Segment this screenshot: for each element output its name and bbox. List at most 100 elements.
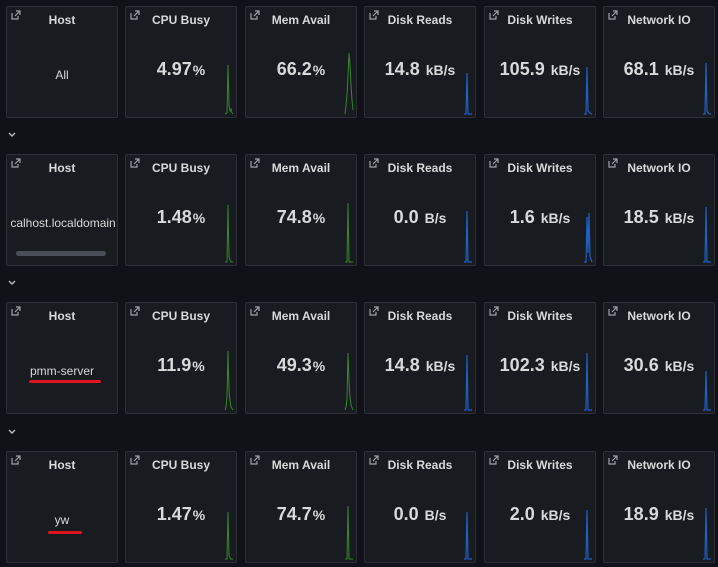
host-value[interactable]: pmm-server — [29, 364, 94, 378]
external-link-icon[interactable] — [489, 455, 499, 465]
external-link-icon[interactable] — [130, 158, 140, 168]
host-value-text: localhost.localdomain — [11, 216, 116, 230]
sparkline — [344, 352, 354, 411]
external-link-icon[interactable] — [250, 455, 260, 465]
panel-network-row1[interactable]: Network IO 68.1 kB/s — [603, 6, 715, 118]
panel-cpu-row3[interactable]: CPU Busy 11.9% — [125, 302, 237, 414]
panel-title: Host — [48, 458, 76, 472]
stat-unit: B/s — [424, 210, 447, 226]
external-link-icon[interactable] — [11, 455, 21, 465]
panel-title: Network IO — [627, 309, 691, 323]
panel-disk-writes-row1[interactable]: Disk Writes 105.9 kB/s — [484, 6, 596, 118]
external-link-icon[interactable] — [11, 158, 21, 168]
chevron-down-icon[interactable] — [7, 278, 17, 288]
sparkline — [225, 204, 233, 263]
stat-unit: kB/s — [664, 507, 695, 523]
stat-number: 14.8 — [384, 355, 420, 375]
stat-number: 1.47 — [156, 504, 192, 524]
stat-value: 1.6 kB/s — [485, 207, 595, 228]
host-value[interactable]: All — [55, 68, 69, 82]
stat-unit: % — [312, 358, 326, 374]
external-link-icon[interactable] — [489, 306, 499, 316]
panel-mem-row2[interactable]: Mem Avail 74.8% — [245, 154, 357, 266]
external-link-icon[interactable] — [369, 455, 379, 465]
stat-number: 102.3 — [499, 355, 545, 375]
external-link-icon[interactable] — [608, 306, 618, 316]
stat-value: 11.9% — [126, 355, 236, 376]
external-link-icon[interactable] — [130, 455, 140, 465]
panel-mem-row4[interactable]: Mem Avail 74.7% — [245, 451, 357, 563]
external-link-icon[interactable] — [250, 10, 260, 20]
stat-unit: kB/s — [425, 62, 456, 78]
external-link-icon[interactable] — [369, 158, 379, 168]
stat-value: 14.8 kB/s — [365, 355, 475, 376]
stat-value: 74.7% — [246, 504, 356, 525]
external-link-icon[interactable] — [608, 158, 618, 168]
sparkline — [584, 212, 593, 263]
chevron-down-icon[interactable] — [7, 427, 17, 437]
panel-network-row2[interactable]: Network IO 18.5 kB/s — [603, 154, 715, 266]
panel-title: Disk Reads — [387, 13, 453, 27]
stat-value: 74.8% — [246, 207, 356, 228]
panel-disk-reads-row2[interactable]: Disk Reads 0.0 B/s — [364, 154, 476, 266]
panel-title: Disk Reads — [387, 458, 453, 472]
panel-mem-row3[interactable]: Mem Avail 49.3% — [245, 302, 357, 414]
panel-cpu-row1[interactable]: CPU Busy 4.97% — [125, 6, 237, 118]
external-link-icon[interactable] — [489, 158, 499, 168]
panel-disk-reads-row4[interactable]: Disk Reads 0.0 B/s — [364, 451, 476, 563]
panel-title: Network IO — [627, 13, 691, 27]
external-link-icon[interactable] — [608, 455, 618, 465]
sparkline — [224, 64, 234, 115]
sparkline — [345, 202, 353, 263]
panel-host-row4[interactable]: Host yw — [6, 451, 118, 563]
panel-host-row2[interactable]: Host localhost.localdomain — [6, 154, 118, 266]
chevron-down-icon[interactable] — [7, 130, 17, 140]
panel-disk-reads-row3[interactable]: Disk Reads 14.8 kB/s — [364, 302, 476, 414]
stat-number: 30.6 — [623, 355, 659, 375]
stat-value: 4.97% — [126, 59, 236, 80]
panel-disk-writes-row3[interactable]: Disk Writes 102.3 kB/s — [484, 302, 596, 414]
external-link-icon[interactable] — [489, 10, 499, 20]
red-underline-annotation — [48, 531, 82, 534]
external-link-icon[interactable] — [130, 10, 140, 20]
stat-number: 66.2 — [276, 59, 312, 79]
stat-number: 11.9 — [157, 355, 192, 375]
stat-value: 68.1 kB/s — [604, 59, 714, 80]
external-link-icon[interactable] — [369, 10, 379, 20]
external-link-icon[interactable] — [130, 306, 140, 316]
panel-network-row4[interactable]: Network IO 18.9 kB/s — [603, 451, 715, 563]
horizontal-scrollbar[interactable] — [16, 251, 106, 256]
panel-cpu-row2[interactable]: CPU Busy 1.48% — [125, 154, 237, 266]
external-link-icon[interactable] — [11, 10, 21, 20]
host-value[interactable]: yw — [54, 513, 70, 527]
panel-mem-row1[interactable]: Mem Avail 66.2% — [245, 6, 357, 118]
panel-title: Disk Reads — [387, 309, 453, 323]
sparkline — [584, 66, 593, 115]
external-link-icon[interactable] — [369, 306, 379, 316]
panel-disk-writes-row4[interactable]: Disk Writes 2.0 kB/s — [484, 451, 596, 563]
external-link-icon[interactable] — [250, 306, 260, 316]
panel-host-row3[interactable]: Host pmm-server — [6, 302, 118, 414]
panel-title: Disk Writes — [507, 309, 573, 323]
panel-disk-writes-row2[interactable]: Disk Writes 1.6 kB/s — [484, 154, 596, 266]
stat-unit: % — [192, 62, 206, 78]
panel-network-row3[interactable]: Network IO 30.6 kB/s — [603, 302, 715, 414]
panel-cpu-row4[interactable]: CPU Busy 1.47% — [125, 451, 237, 563]
panel-disk-reads-row1[interactable]: Disk Reads 14.8 kB/s — [364, 6, 476, 118]
stat-unit: % — [312, 62, 326, 78]
stat-number: 0.0 — [393, 207, 419, 227]
host-value[interactable]: localhost.localdomain — [11, 216, 117, 230]
stat-unit: kB/s — [664, 358, 695, 374]
external-link-icon[interactable] — [608, 10, 618, 20]
stat-value: 14.8 kB/s — [365, 59, 475, 80]
sparkline — [464, 511, 472, 560]
stat-value: 49.3% — [246, 355, 356, 376]
panel-title: Mem Avail — [271, 309, 331, 323]
panel-title: Host — [48, 309, 76, 323]
stat-number: 1.48 — [156, 207, 192, 227]
external-link-icon[interactable] — [11, 306, 21, 316]
stat-number: 74.7 — [276, 504, 312, 524]
stat-unit: kB/s — [550, 358, 581, 374]
panel-host-row1[interactable]: Host All — [6, 6, 118, 118]
external-link-icon[interactable] — [250, 158, 260, 168]
